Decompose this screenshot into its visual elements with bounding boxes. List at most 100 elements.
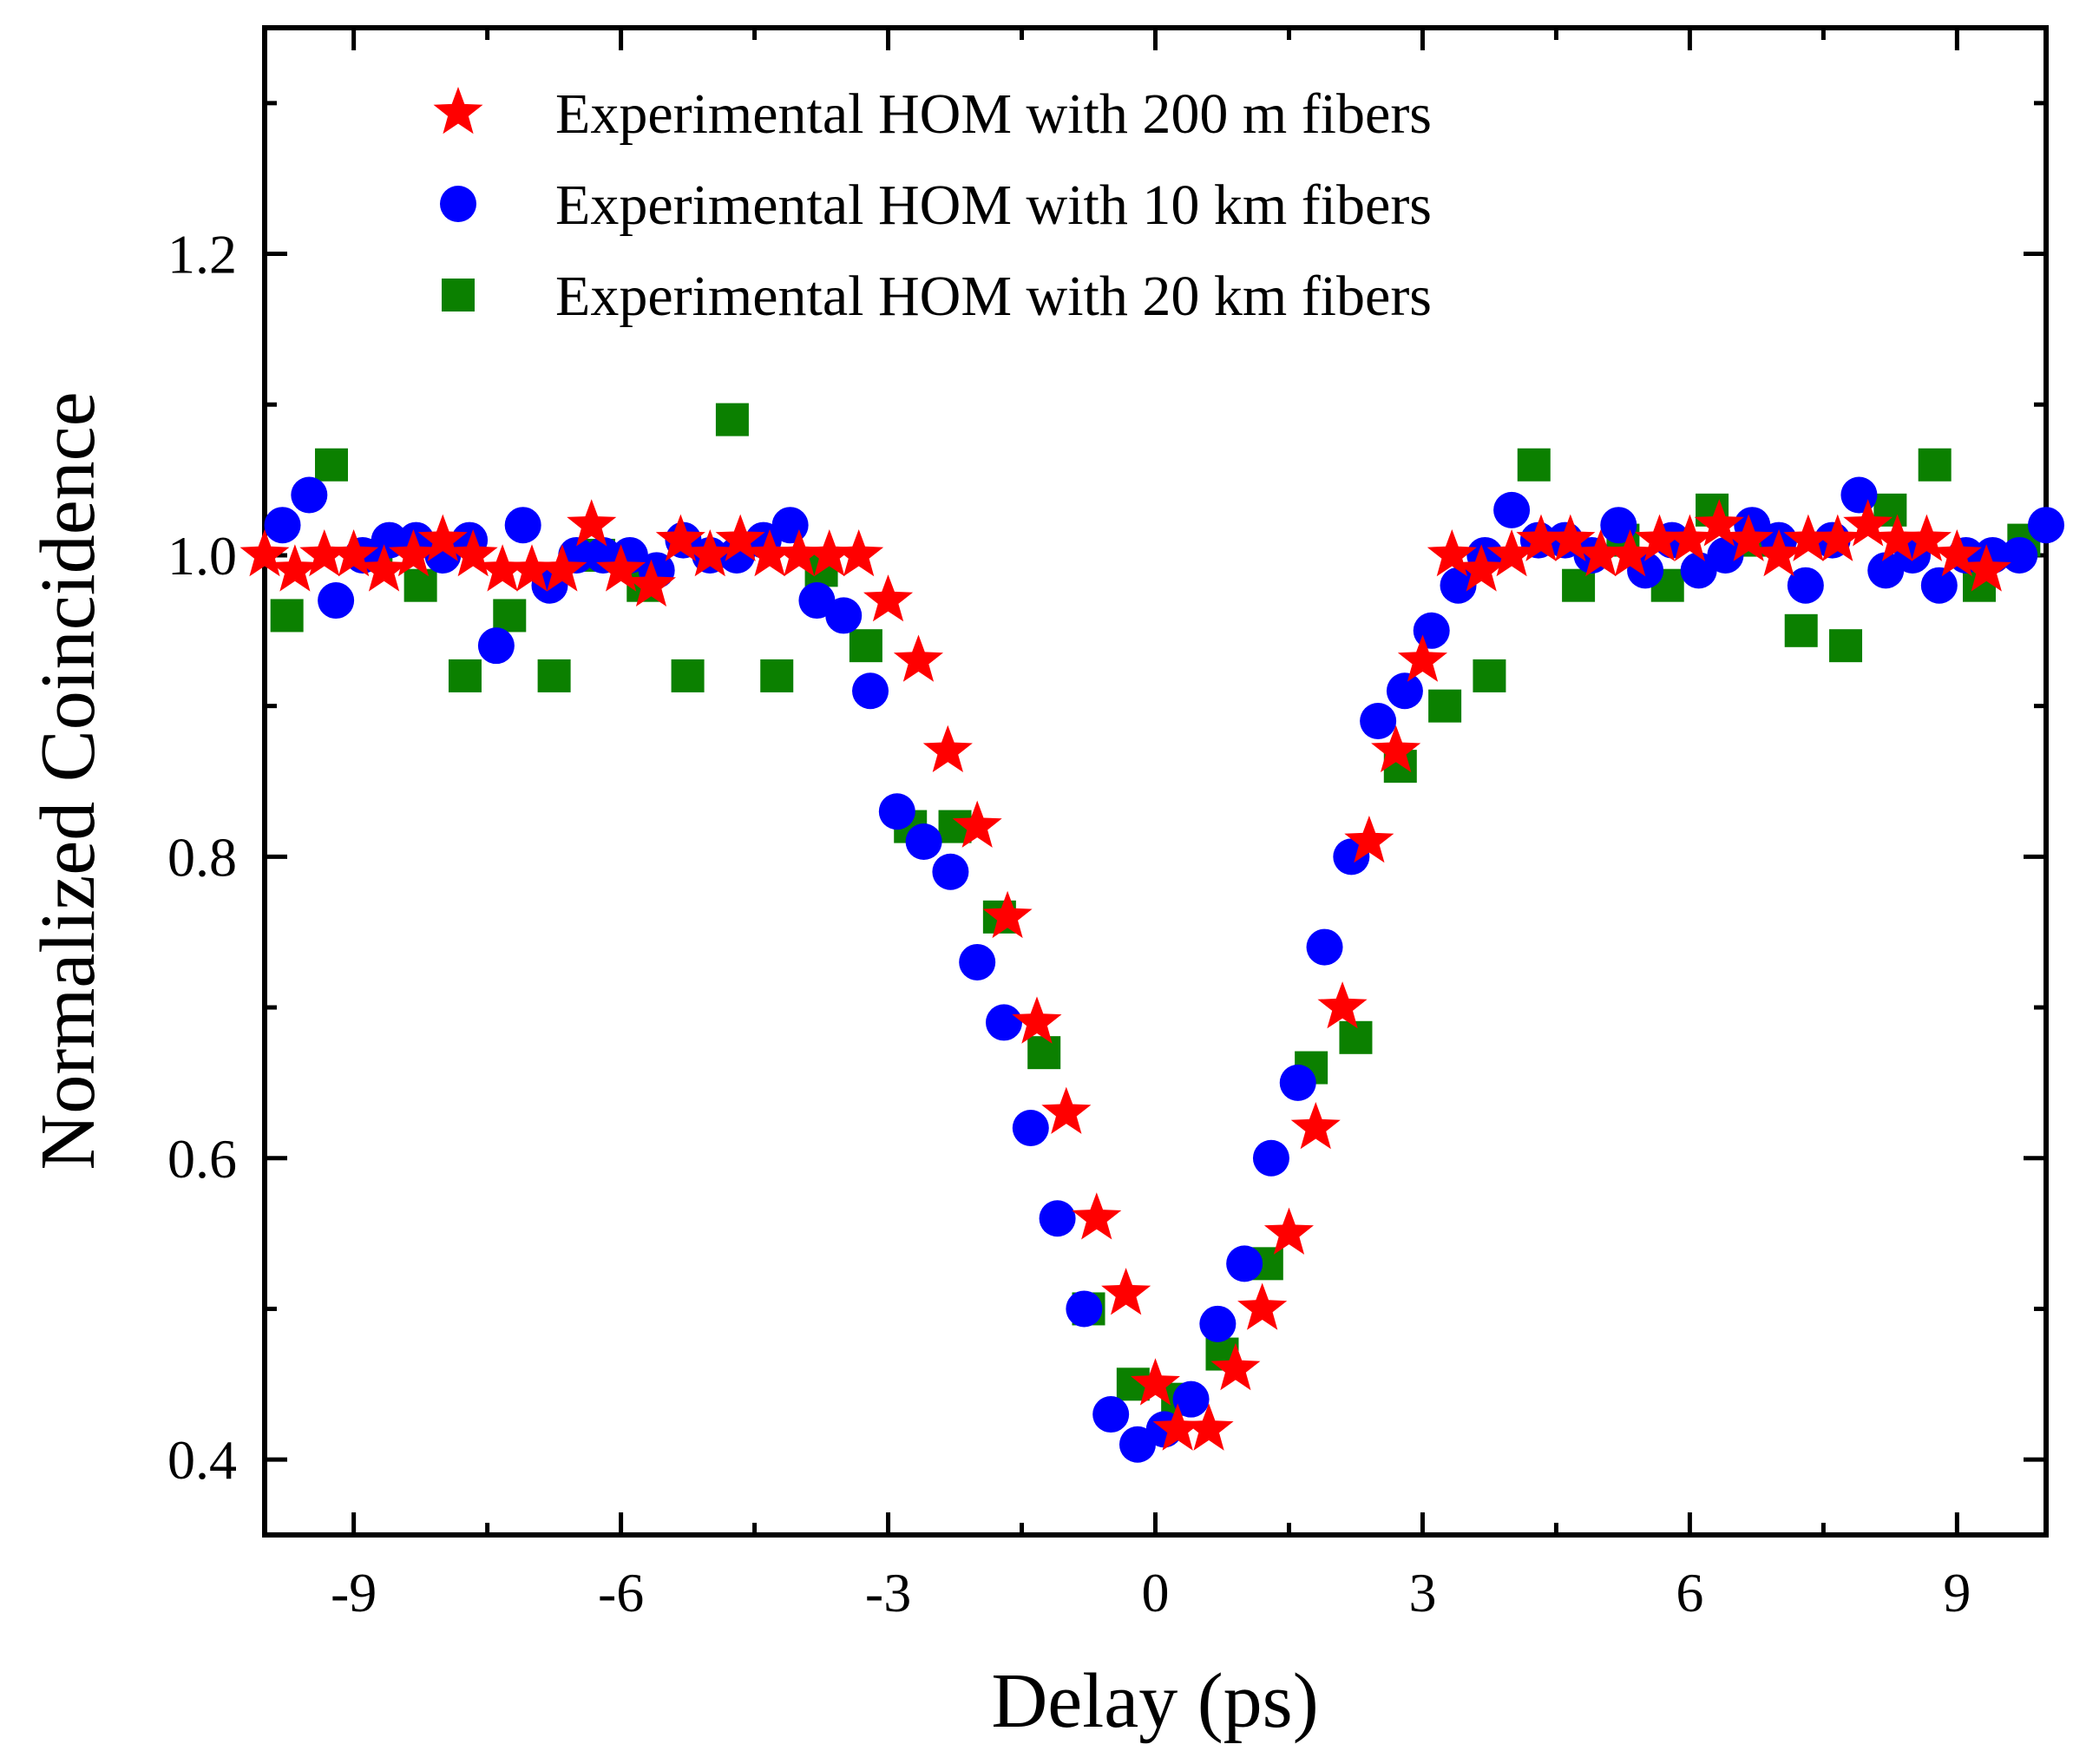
star-point [359, 544, 410, 592]
star-point [537, 544, 587, 592]
circle-point [1360, 703, 1397, 740]
star-point [1456, 544, 1506, 592]
circle-point [798, 582, 836, 620]
circle-point [1680, 552, 1717, 589]
star-point [1344, 816, 1394, 863]
star-point [1152, 1403, 1203, 1451]
star-point [596, 544, 646, 592]
square-point [270, 599, 304, 633]
square-point [849, 629, 882, 663]
square-point [314, 448, 348, 482]
circle-point [959, 943, 996, 980]
circle-point [852, 672, 889, 710]
star-point [982, 890, 1033, 939]
x-tick-label: -9 [331, 1562, 377, 1623]
circle-point [1092, 1396, 1130, 1433]
y-tick-label: 0.4 [167, 1429, 237, 1491]
legend-label: Experimental HOM with 10 km fibers [555, 174, 1432, 237]
star-point [804, 529, 855, 577]
star-point [745, 529, 795, 577]
circle-point [1119, 1426, 1156, 1463]
star-point [567, 499, 617, 547]
star-point [1576, 529, 1626, 577]
legend: Experimental HOM with 200 m fibers Experi… [433, 82, 1432, 328]
star-point [1932, 529, 1982, 577]
star-point [1101, 1268, 1151, 1315]
circle-point [1039, 1200, 1076, 1237]
star-point [1901, 514, 1952, 561]
star-point [1131, 1358, 1180, 1406]
star-point [655, 514, 705, 561]
star-point [1754, 529, 1804, 577]
circle-point [1279, 1064, 1316, 1101]
y-tick-label: 0.6 [167, 1128, 237, 1190]
star-point [1041, 1086, 1092, 1134]
star-point [507, 544, 557, 592]
circle-point [1707, 536, 1744, 574]
y-tick-label: 0.8 [167, 826, 237, 888]
star-point [1813, 514, 1863, 561]
circle-point [477, 627, 515, 665]
y-tick-label: 1.0 [167, 525, 237, 587]
star-point [1184, 1403, 1234, 1451]
circle-point [985, 1004, 1022, 1041]
square-point [1517, 448, 1551, 482]
circle-point [1493, 491, 1531, 528]
axis-ticks: -9 -6 -3 0 3 6 9 0.4 0.6 0.8 1.0 1.2 [167, 28, 2046, 1623]
square-point [1918, 448, 1952, 482]
star-point [1873, 514, 1923, 561]
star-point [774, 529, 824, 577]
star-point [329, 529, 379, 577]
star-point [1961, 544, 2011, 592]
square-point [1473, 659, 1506, 692]
star-point [952, 800, 1002, 848]
square-point [448, 659, 482, 692]
circle-point [771, 507, 809, 544]
circle-point [264, 507, 301, 544]
circle-point [1413, 612, 1450, 649]
star-point [270, 544, 320, 592]
star-point [1371, 725, 1421, 772]
star-point [863, 574, 914, 622]
star-point [1516, 514, 1566, 561]
star-point [626, 559, 676, 607]
circle-point [1172, 1380, 1210, 1418]
circle-point [1012, 1110, 1049, 1147]
circle-point [2001, 536, 2038, 574]
circle-point [932, 853, 969, 890]
x-tick-label: -3 [865, 1562, 911, 1623]
x-tick-label: 6 [1676, 1562, 1703, 1623]
star-point [685, 529, 735, 577]
star-point [1545, 514, 1596, 561]
circle-point [1199, 1305, 1237, 1342]
star-point [1843, 499, 1893, 547]
star-point [834, 529, 884, 577]
star-point [1783, 514, 1834, 561]
legend-label: Experimental HOM with 200 m fibers [555, 82, 1432, 146]
star-point [1237, 1282, 1288, 1330]
star-point [893, 634, 943, 682]
star-point [1427, 529, 1477, 577]
data-points [239, 403, 2064, 1463]
x-axis-title: Delay (ps) [991, 1658, 1318, 1744]
star-point [477, 544, 528, 592]
square-point [1562, 568, 1596, 602]
circle-point [291, 476, 328, 514]
square-point [1428, 689, 1462, 723]
square-point [671, 659, 705, 692]
legend-circle-marker [440, 186, 476, 222]
series-star [239, 499, 2011, 1451]
star-point [1290, 1102, 1341, 1150]
square-point [715, 403, 749, 436]
star-point [922, 725, 973, 772]
star-point [1072, 1192, 1122, 1240]
circle-point [1252, 1139, 1289, 1177]
star-point [239, 529, 290, 577]
x-tick-label: -6 [598, 1562, 644, 1623]
star-point [1317, 981, 1368, 1029]
series-circle [264, 476, 2064, 1463]
legend-square-marker [442, 279, 475, 311]
circle-point [1600, 507, 1637, 544]
circle-point [1066, 1290, 1103, 1328]
